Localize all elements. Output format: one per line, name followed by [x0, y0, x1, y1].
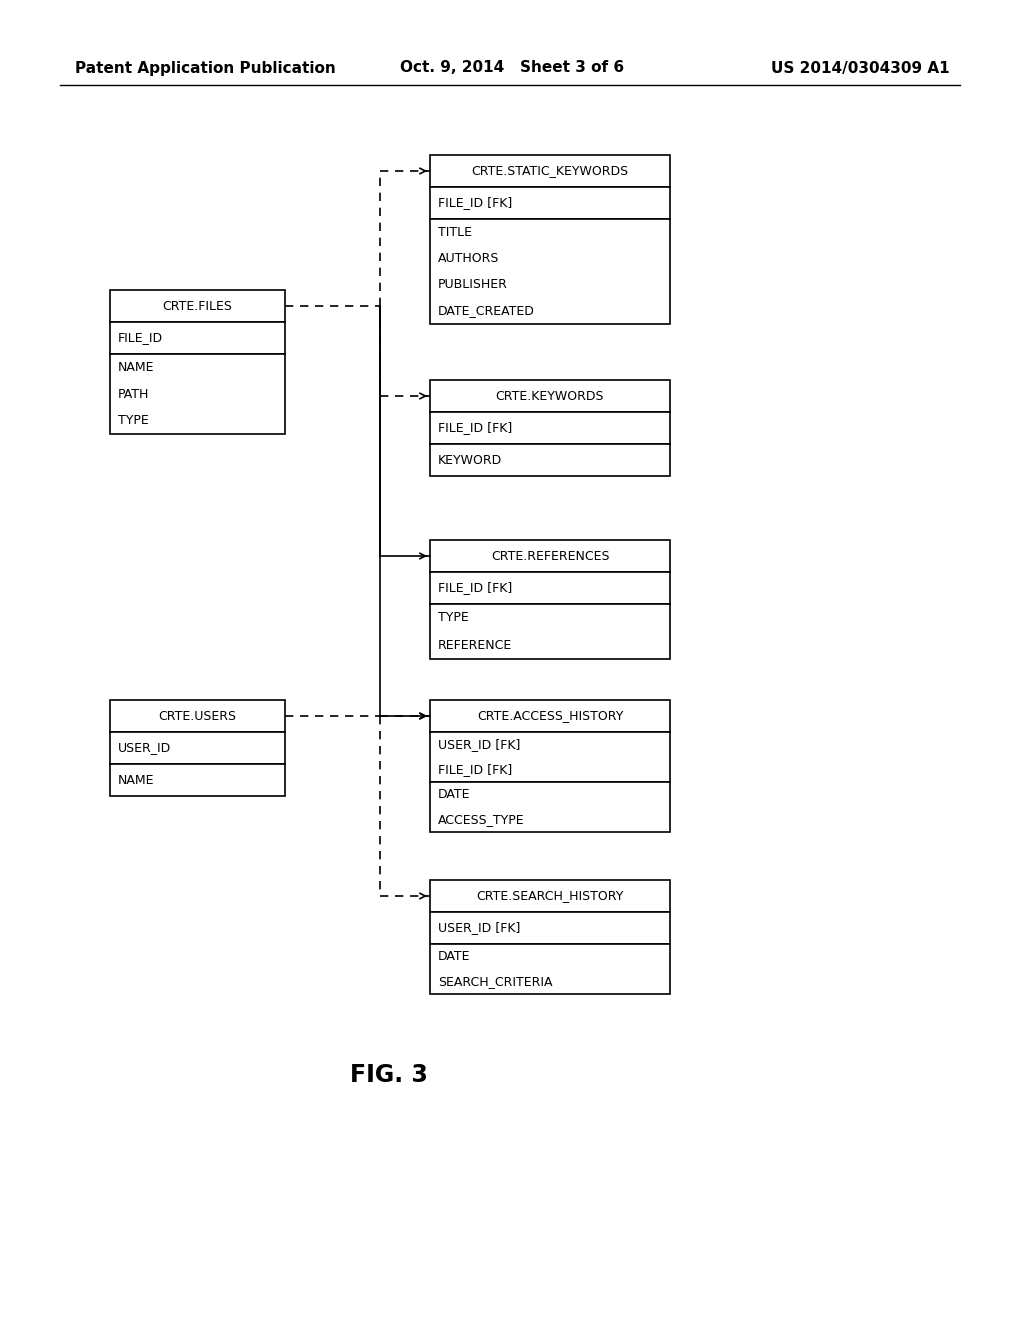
- Bar: [430, 572, 670, 605]
- Text: TYPE: TYPE: [118, 414, 148, 428]
- Text: DATE: DATE: [438, 950, 470, 964]
- Text: PATH: PATH: [118, 388, 150, 400]
- Text: AUTHORS: AUTHORS: [438, 252, 500, 265]
- Text: REFERENCE: REFERENCE: [438, 639, 512, 652]
- Text: ACCESS_TYPE: ACCESS_TYPE: [438, 813, 524, 826]
- Text: CRTE.FILES: CRTE.FILES: [163, 300, 232, 313]
- Text: SEARCH_CRITERIA: SEARCH_CRITERIA: [438, 975, 553, 987]
- Text: FIG. 3: FIG. 3: [350, 1063, 428, 1086]
- Text: NAME: NAME: [118, 360, 155, 374]
- Bar: [430, 154, 670, 187]
- Bar: [430, 412, 670, 444]
- Bar: [430, 540, 670, 572]
- Text: CRTE.SEARCH_HISTORY: CRTE.SEARCH_HISTORY: [476, 890, 624, 903]
- Text: CRTE.STATIC_KEYWORDS: CRTE.STATIC_KEYWORDS: [471, 165, 629, 177]
- Bar: [430, 733, 670, 781]
- Bar: [110, 764, 285, 796]
- Text: DATE_CREATED: DATE_CREATED: [438, 305, 535, 317]
- Bar: [430, 912, 670, 944]
- Bar: [110, 322, 285, 354]
- Text: PUBLISHER: PUBLISHER: [438, 279, 508, 292]
- Text: Oct. 9, 2014   Sheet 3 of 6: Oct. 9, 2014 Sheet 3 of 6: [400, 61, 624, 75]
- Text: NAME: NAME: [118, 774, 155, 787]
- Text: US 2014/0304309 A1: US 2014/0304309 A1: [771, 61, 950, 75]
- Text: FILE_ID [FK]: FILE_ID [FK]: [438, 763, 512, 776]
- Bar: [110, 700, 285, 733]
- Text: Patent Application Publication: Patent Application Publication: [75, 61, 336, 75]
- Bar: [110, 733, 285, 764]
- Bar: [430, 444, 670, 477]
- Bar: [110, 354, 285, 434]
- Text: CRTE.USERS: CRTE.USERS: [159, 710, 237, 722]
- Bar: [110, 290, 285, 322]
- Bar: [430, 605, 670, 659]
- Text: CRTE.REFERENCES: CRTE.REFERENCES: [490, 549, 609, 562]
- Text: CRTE.ACCESS_HISTORY: CRTE.ACCESS_HISTORY: [477, 710, 624, 722]
- Text: USER_ID: USER_ID: [118, 742, 171, 755]
- Bar: [430, 187, 670, 219]
- Text: FILE_ID: FILE_ID: [118, 331, 163, 345]
- Text: DATE: DATE: [438, 788, 470, 801]
- Text: USER_ID [FK]: USER_ID [FK]: [438, 921, 520, 935]
- Bar: [430, 380, 670, 412]
- Text: FILE_ID [FK]: FILE_ID [FK]: [438, 197, 512, 210]
- Text: FILE_ID [FK]: FILE_ID [FK]: [438, 421, 512, 434]
- Bar: [430, 944, 670, 994]
- Bar: [430, 700, 670, 733]
- Text: CRTE.KEYWORDS: CRTE.KEYWORDS: [496, 389, 604, 403]
- Text: USER_ID [FK]: USER_ID [FK]: [438, 738, 520, 751]
- Text: KEYWORD: KEYWORD: [438, 454, 502, 466]
- Bar: [430, 781, 670, 832]
- Bar: [430, 880, 670, 912]
- Text: TYPE: TYPE: [438, 611, 469, 624]
- Text: TITLE: TITLE: [438, 226, 472, 239]
- Bar: [430, 219, 670, 323]
- Text: FILE_ID [FK]: FILE_ID [FK]: [438, 582, 512, 594]
